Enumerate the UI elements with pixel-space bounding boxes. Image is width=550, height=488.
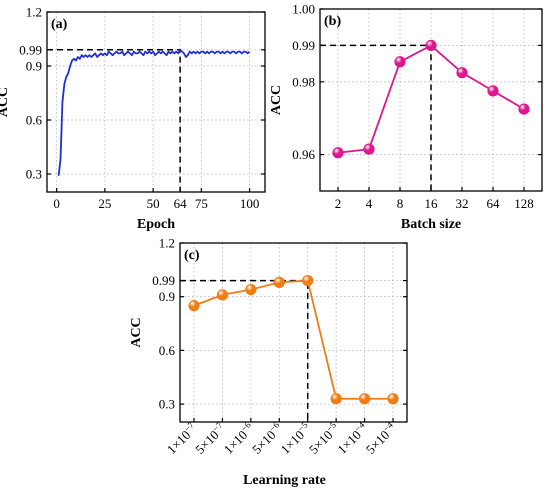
x-tick-label-0: 0: [53, 196, 60, 211]
data-point-c-4: [302, 274, 314, 287]
data-point-b-2: [394, 56, 406, 68]
data-point-b-1: [363, 143, 375, 155]
x-tick-label-1-10-6: 1×10−6: [220, 419, 257, 456]
data-point-c-3: [273, 276, 285, 288]
reference-line: [47, 49, 181, 192]
data-point-c-1: [216, 289, 229, 301]
y-tick-label: 0.3: [26, 167, 42, 182]
y-tick-label: 0.6: [159, 343, 176, 358]
x-tick-label-75: 75: [195, 196, 208, 211]
x-tick-label-1-10-7: 1×10−7: [163, 419, 200, 456]
y-tick-label: 0.99: [19, 42, 42, 57]
data-point-b-3: [425, 39, 437, 52]
x-tick-label-4: 4: [366, 196, 373, 211]
x-tick-label-5-10-6: 5×10−6: [248, 419, 285, 456]
panel-label: (c): [184, 248, 200, 263]
x-tick-label-64: 64: [487, 196, 501, 211]
x-tick-label-16: 16: [425, 196, 439, 211]
x-axis-label: Batch size: [401, 217, 461, 232]
reference-line: [180, 279, 309, 422]
data-point-c-7: [387, 393, 399, 405]
y-tick-label: 0.9: [159, 289, 175, 304]
data-point-b-4: [456, 67, 468, 79]
x-tick-label-5-10-5: 5×10−5: [305, 419, 342, 456]
x-tick-label-1-10-5: 1×10−5: [277, 419, 314, 456]
y-tick-label: 1.2: [159, 236, 175, 251]
x-tick-label-50: 50: [147, 196, 160, 211]
x-tick-label-32: 32: [456, 196, 469, 211]
x-tick-label-1-10-4: 1×10−4: [334, 419, 371, 456]
y-tick-label: 0.99: [292, 38, 315, 53]
y-tick-label: 0.96: [292, 147, 315, 162]
plot-frame: [46, 11, 266, 193]
y-axis-label: ACC: [0, 87, 11, 117]
reference-line: [320, 44, 432, 191]
x-tick-label-5-10-4: 5×10−4: [362, 419, 399, 456]
y-tick-label: 0.98: [292, 74, 315, 89]
x-tick-label-2: 2: [335, 196, 342, 211]
x-tick-label-5-10-7: 5×10−7: [191, 419, 228, 456]
y-tick-label: 1.2: [26, 5, 42, 20]
series-line-acc: [57, 48, 251, 176]
data-point-b-5: [487, 85, 499, 97]
x-tick-label-25: 25: [98, 196, 111, 211]
x-axis-label: Epoch: [137, 217, 175, 232]
data-point-b-0: [332, 147, 344, 159]
x-tick-label-128: 128: [514, 196, 534, 211]
data-point-c-0: [188, 300, 200, 312]
plot-frame: [179, 242, 408, 423]
x-tick-label-64: 64: [174, 196, 188, 211]
panel-label: (b): [324, 14, 341, 29]
y-tick-label: 0.99: [152, 273, 175, 288]
x-tick-label-100: 100: [240, 196, 260, 211]
data-point-c-6: [358, 393, 371, 405]
panel-b-batch-size-chart: 0.96 0.98 0.99 1.00 ACC (b) 2 4 8 16 32 64 128 Batch …: [269, 2, 543, 232]
y-tick-label: 0.3: [159, 397, 175, 412]
panel-label: (a): [51, 17, 68, 32]
panel-a-epoch-chart: 0.3 0.6 0.9 0.99 1.2 ACC (a) 0 25 50 64 75 100 Epoch: [0, 5, 266, 232]
data-point-b-6: [518, 103, 530, 115]
y-tick-label: 0.6: [26, 113, 43, 128]
y-tick-label: 1.00: [292, 2, 315, 17]
panel-c-learning-rate-chart: 0.3 0.6 0.90.99 1.2 ACC (c) 1×10−75×10−71×10−6…: [129, 236, 408, 488]
data-point-c-2: [245, 283, 257, 296]
data-point-c-5: [330, 393, 342, 405]
y-axis-label: ACC: [129, 317, 144, 347]
y-axis-label: ACC: [269, 85, 284, 115]
x-tick-label-8: 8: [397, 196, 404, 211]
y-tick-label: 0.9: [26, 59, 42, 74]
x-axis-label: Learning rate: [243, 473, 326, 488]
